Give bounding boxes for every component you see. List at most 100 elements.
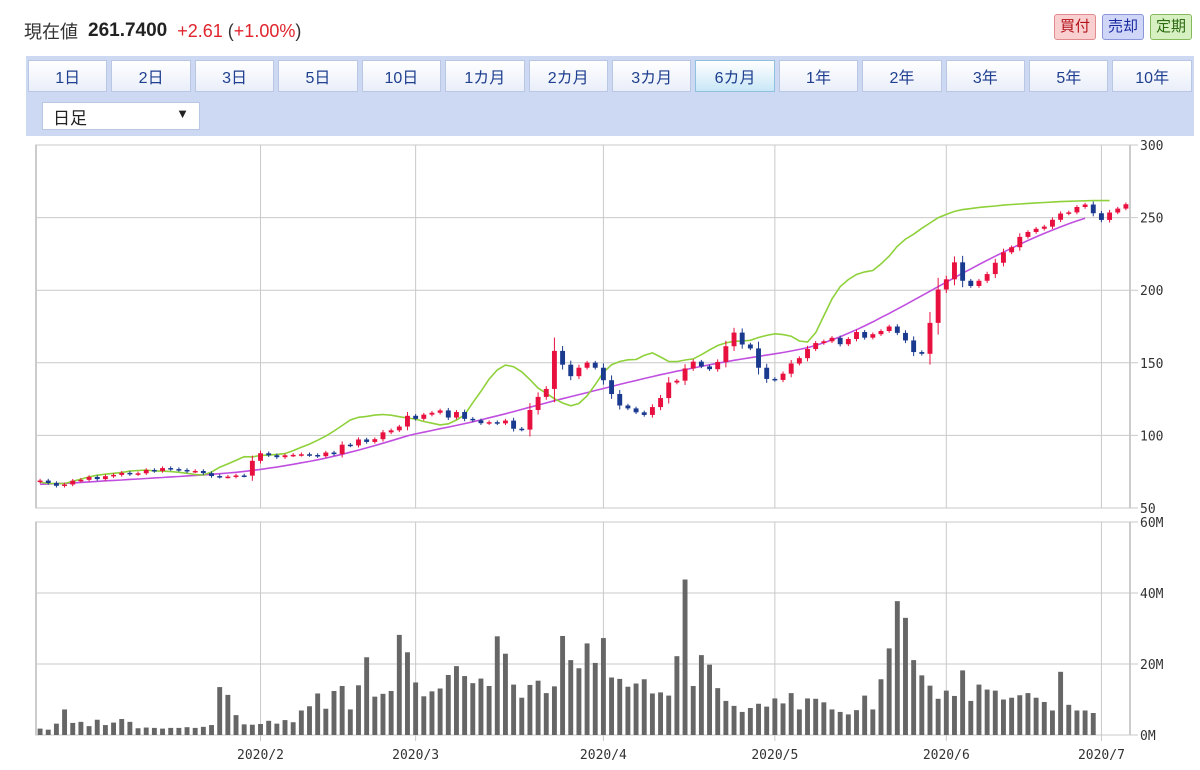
candle-body bbox=[62, 484, 68, 486]
candle-body bbox=[633, 408, 639, 413]
volume-bar bbox=[878, 679, 884, 735]
volume-bar bbox=[551, 686, 557, 735]
volume-bar bbox=[911, 660, 917, 735]
volume-bar bbox=[307, 706, 312, 735]
volume-bar bbox=[462, 676, 468, 735]
candle-body bbox=[429, 412, 435, 415]
candle-body bbox=[290, 454, 296, 457]
volume-bar bbox=[258, 723, 263, 735]
volume-bar bbox=[756, 703, 761, 735]
candle-body bbox=[1066, 212, 1072, 214]
volume-bar bbox=[1049, 710, 1055, 735]
period-tab[interactable]: 2日 bbox=[111, 60, 191, 92]
candle-body bbox=[331, 452, 337, 455]
period-tab[interactable]: 10日 bbox=[361, 60, 442, 92]
candle-body bbox=[903, 332, 908, 341]
period-tab[interactable]: 5年 bbox=[1029, 60, 1109, 92]
volume-bar bbox=[568, 660, 574, 735]
volume-bar bbox=[486, 686, 492, 735]
candle-body bbox=[568, 364, 574, 377]
volume-bar bbox=[200, 726, 206, 735]
dropdown-arrow-icon: ▼ bbox=[176, 106, 189, 121]
volume-bar bbox=[674, 656, 680, 735]
volume-bar bbox=[870, 709, 876, 735]
volume-bar bbox=[633, 683, 639, 735]
volume-bar bbox=[290, 722, 296, 735]
buy-button[interactable]: 買付 bbox=[1053, 14, 1096, 40]
volume-bar bbox=[1025, 693, 1031, 735]
price-change-percent: +1.00% bbox=[233, 20, 296, 41]
sell-button[interactable]: 売却 bbox=[1101, 14, 1144, 40]
volume-bar bbox=[927, 685, 933, 735]
candle-body bbox=[796, 358, 802, 364]
candle-body bbox=[1090, 204, 1096, 214]
candle-body bbox=[935, 289, 941, 323]
candle-body bbox=[53, 483, 59, 486]
candle-body bbox=[1098, 213, 1104, 220]
candle-body bbox=[86, 476, 92, 480]
candle-body bbox=[266, 453, 272, 456]
volume-bar bbox=[111, 722, 117, 735]
volume-bar bbox=[658, 692, 664, 735]
candle-body bbox=[666, 382, 672, 399]
volume-bar bbox=[339, 686, 345, 735]
candle-body bbox=[519, 428, 525, 431]
period-tab[interactable]: 2カ月 bbox=[528, 60, 608, 92]
volume-bar bbox=[217, 687, 223, 735]
candle-body bbox=[609, 380, 615, 395]
volume-bar bbox=[666, 695, 672, 735]
candle-body bbox=[486, 422, 492, 424]
period-tab[interactable]: 1年 bbox=[778, 60, 859, 92]
volume-bar bbox=[502, 653, 508, 735]
candle-interval-select[interactable]: 日足 ▼ bbox=[42, 102, 200, 130]
period-tab[interactable]: 10年 bbox=[1112, 60, 1192, 92]
volume-bar bbox=[829, 709, 835, 735]
volume-bar bbox=[535, 680, 541, 735]
price-panel-frame bbox=[35, 144, 1131, 509]
candle-body bbox=[894, 326, 900, 333]
candle-body bbox=[1049, 219, 1055, 227]
period-tab[interactable]: 3年 bbox=[945, 60, 1026, 92]
candle-body bbox=[543, 388, 549, 397]
volume-bar bbox=[1082, 710, 1088, 735]
candle-body bbox=[813, 343, 819, 350]
period-tab[interactable]: 2年 bbox=[862, 60, 942, 92]
volume-bar bbox=[527, 684, 533, 735]
volume-bar bbox=[298, 710, 304, 735]
candle-body bbox=[992, 262, 998, 275]
period-tab[interactable]: 6カ月 bbox=[695, 60, 775, 92]
period-tab[interactable]: 1カ月 bbox=[445, 60, 525, 92]
volume-bar bbox=[813, 698, 819, 735]
candle-body bbox=[396, 426, 402, 431]
current-price-label: 現在値 bbox=[24, 22, 78, 42]
candle-body bbox=[715, 361, 721, 370]
volume-tick-label: 20M bbox=[1140, 658, 1164, 673]
candle-body bbox=[413, 415, 419, 419]
period-tab[interactable]: 3日 bbox=[194, 60, 275, 92]
volume-bar bbox=[723, 700, 729, 735]
x-tick-label: 2020/3 bbox=[392, 748, 439, 763]
volume-bar bbox=[649, 693, 655, 735]
candle-body bbox=[323, 452, 329, 457]
volume-bar bbox=[1009, 697, 1015, 735]
candle-body bbox=[927, 322, 933, 354]
volume-bar bbox=[805, 698, 810, 735]
volume-bar bbox=[584, 643, 590, 735]
volume-bar bbox=[984, 689, 990, 735]
candle-body bbox=[298, 454, 304, 456]
periodic-button[interactable]: 定期 bbox=[1149, 14, 1192, 40]
paren-close: ) bbox=[295, 20, 302, 41]
period-tab[interactable]: 5日 bbox=[278, 60, 358, 92]
volume-bar bbox=[119, 719, 125, 735]
candle-body bbox=[1107, 212, 1113, 220]
volume-bar bbox=[45, 729, 51, 735]
volume-bar bbox=[176, 727, 182, 735]
volume-bar bbox=[1090, 712, 1096, 735]
period-tab[interactable]: 1日 bbox=[28, 60, 108, 92]
volume-bar bbox=[143, 727, 149, 735]
volume-bar bbox=[1001, 699, 1006, 735]
period-tab[interactable]: 3カ月 bbox=[611, 60, 692, 92]
volume-bar bbox=[731, 705, 737, 735]
volume-bar bbox=[511, 684, 517, 735]
candle-body bbox=[919, 352, 925, 354]
